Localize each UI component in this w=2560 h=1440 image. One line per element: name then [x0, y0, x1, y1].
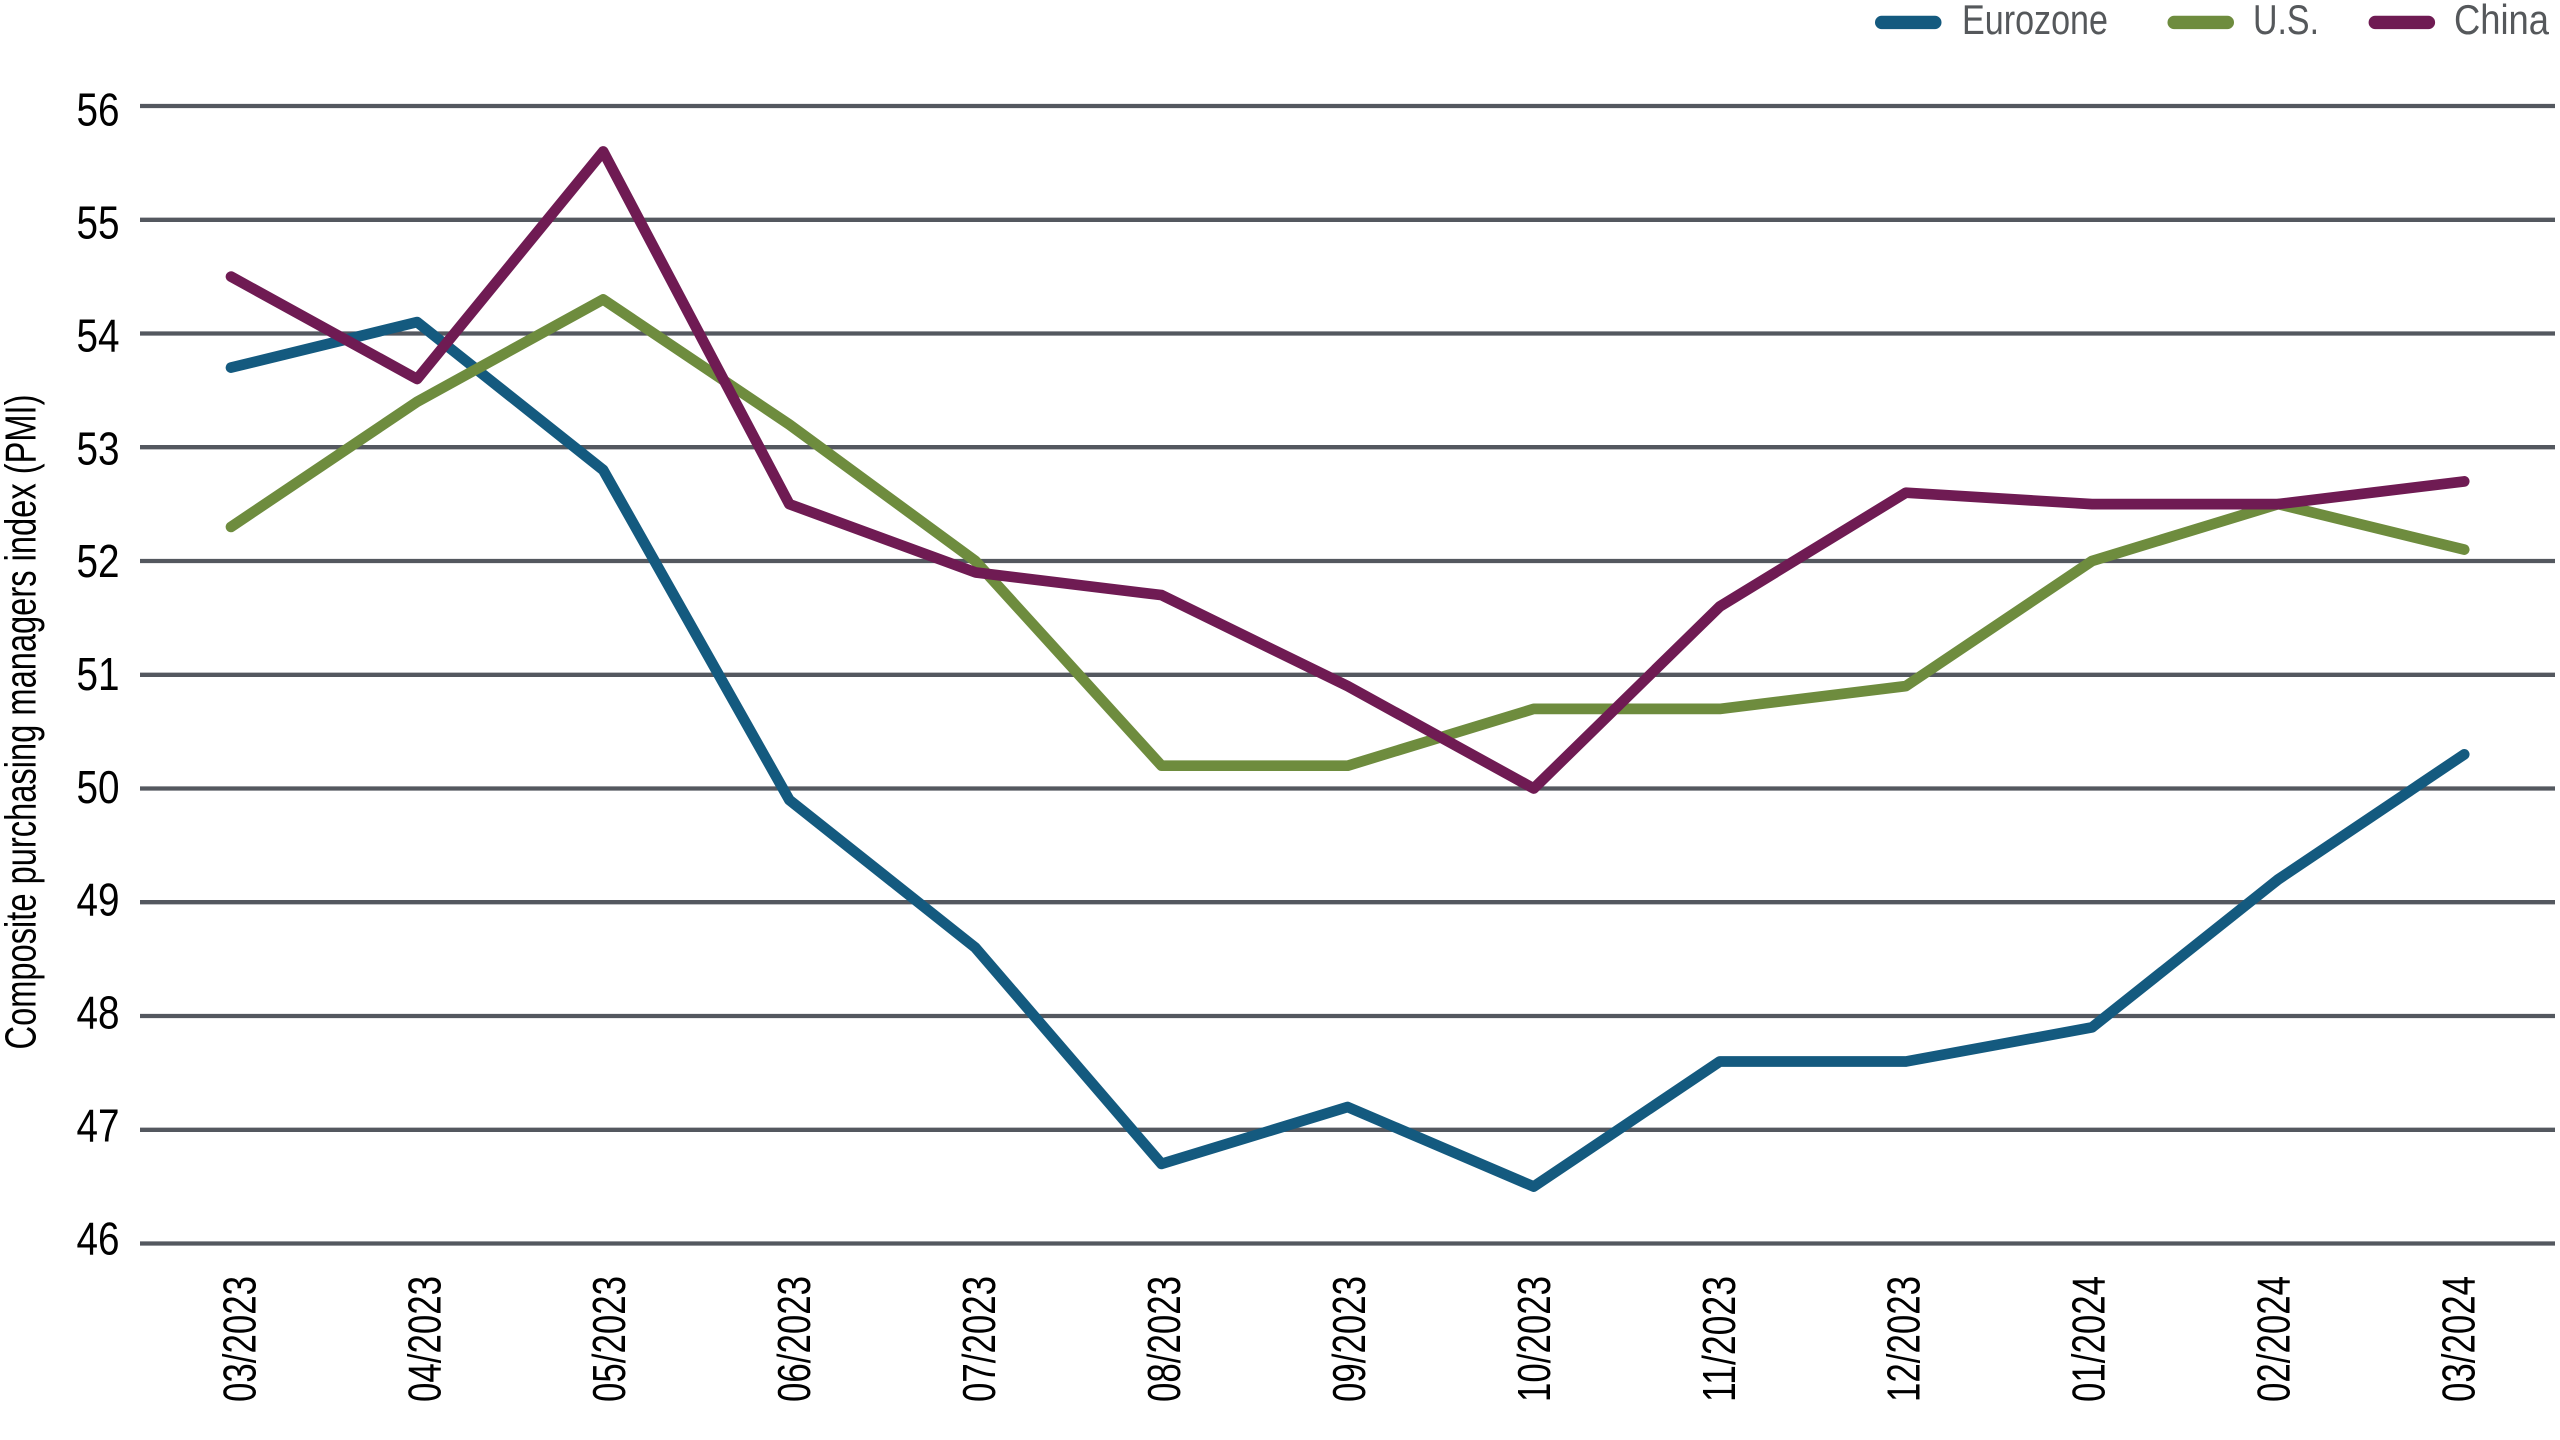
- svg-text:01/2024: 01/2024: [2063, 1276, 2115, 1402]
- svg-text:03/2024: 03/2024: [2432, 1276, 2484, 1402]
- svg-text:49: 49: [77, 874, 120, 926]
- svg-text:07/2023: 07/2023: [953, 1276, 1005, 1402]
- svg-text:03/2023: 03/2023: [213, 1276, 265, 1402]
- svg-text:55: 55: [77, 197, 120, 249]
- svg-text:China: China: [2454, 0, 2550, 43]
- svg-text:Eurozone: Eurozone: [1962, 0, 2108, 43]
- svg-text:U.S.: U.S.: [2253, 0, 2319, 43]
- svg-text:02/2024: 02/2024: [2248, 1276, 2300, 1402]
- svg-text:52: 52: [77, 535, 120, 587]
- svg-text:56: 56: [77, 84, 120, 136]
- svg-text:48: 48: [77, 987, 120, 1039]
- svg-text:10/2023: 10/2023: [1508, 1276, 1560, 1402]
- svg-text:12/2023: 12/2023: [1878, 1276, 1930, 1402]
- svg-text:06/2023: 06/2023: [768, 1276, 820, 1402]
- svg-text:08/2023: 08/2023: [1138, 1276, 1190, 1402]
- svg-text:51: 51: [77, 648, 120, 700]
- svg-text:Composite purchasing managers: Composite purchasing managers index (PMI…: [0, 395, 46, 1050]
- svg-text:54: 54: [77, 309, 120, 361]
- svg-text:09/2023: 09/2023: [1323, 1276, 1375, 1402]
- svg-text:47: 47: [77, 1099, 120, 1151]
- svg-text:05/2023: 05/2023: [583, 1276, 635, 1402]
- svg-text:11/2023: 11/2023: [1693, 1276, 1745, 1402]
- svg-text:04/2023: 04/2023: [398, 1276, 450, 1402]
- svg-text:53: 53: [77, 422, 120, 474]
- svg-text:46: 46: [77, 1212, 120, 1264]
- svg-text:50: 50: [77, 761, 120, 813]
